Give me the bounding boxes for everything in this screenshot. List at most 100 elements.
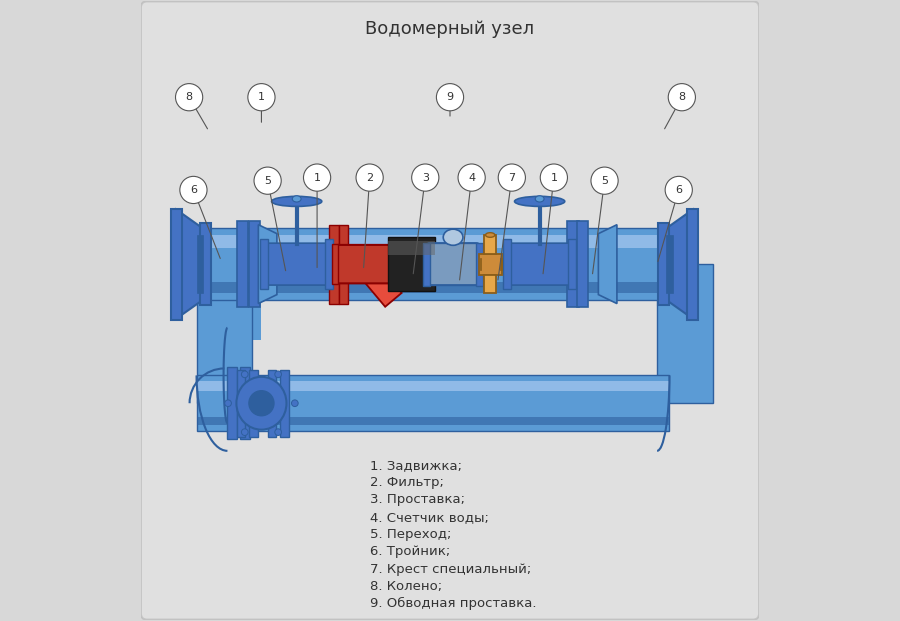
Text: 4. Счетчик воды;: 4. Счетчик воды;	[370, 511, 489, 524]
Text: 8. Колено;: 8. Колено;	[370, 580, 442, 593]
FancyBboxPatch shape	[332, 245, 338, 284]
FancyBboxPatch shape	[237, 370, 246, 437]
FancyBboxPatch shape	[509, 243, 570, 285]
Ellipse shape	[443, 229, 463, 245]
FancyBboxPatch shape	[338, 225, 348, 304]
FancyBboxPatch shape	[200, 282, 688, 293]
Circle shape	[241, 429, 248, 435]
FancyBboxPatch shape	[196, 264, 252, 403]
FancyBboxPatch shape	[479, 253, 502, 274]
FancyBboxPatch shape	[221, 300, 261, 340]
FancyBboxPatch shape	[500, 258, 502, 270]
FancyBboxPatch shape	[480, 258, 482, 270]
FancyBboxPatch shape	[577, 221, 588, 307]
Ellipse shape	[292, 196, 302, 202]
Ellipse shape	[515, 196, 564, 206]
FancyBboxPatch shape	[200, 229, 688, 300]
Text: 4: 4	[468, 173, 475, 183]
Text: 1. Задвижка;: 1. Задвижка;	[370, 459, 462, 472]
Circle shape	[591, 167, 618, 194]
Circle shape	[225, 400, 231, 407]
FancyBboxPatch shape	[388, 241, 435, 255]
Text: 6. Тройник;: 6. Тройник;	[370, 545, 450, 558]
FancyBboxPatch shape	[670, 300, 710, 340]
Text: 6: 6	[675, 185, 682, 195]
Text: 3. Проставка;: 3. Проставка;	[370, 494, 464, 507]
FancyBboxPatch shape	[280, 370, 289, 437]
Circle shape	[248, 84, 275, 111]
FancyBboxPatch shape	[267, 370, 276, 437]
Ellipse shape	[272, 196, 322, 206]
FancyBboxPatch shape	[239, 367, 249, 440]
FancyBboxPatch shape	[326, 239, 333, 289]
FancyBboxPatch shape	[196, 376, 670, 431]
Text: 1: 1	[313, 173, 320, 183]
Polygon shape	[657, 300, 670, 376]
FancyBboxPatch shape	[141, 1, 759, 620]
Ellipse shape	[485, 233, 495, 237]
Circle shape	[180, 176, 207, 204]
Text: 5: 5	[264, 176, 271, 186]
FancyBboxPatch shape	[228, 367, 238, 440]
Circle shape	[274, 429, 282, 435]
Circle shape	[254, 167, 281, 194]
Circle shape	[668, 84, 696, 111]
FancyBboxPatch shape	[568, 239, 576, 289]
FancyBboxPatch shape	[484, 274, 496, 293]
Ellipse shape	[536, 196, 544, 202]
Text: 9. Обводная проставка.: 9. Обводная проставка.	[370, 597, 536, 610]
Text: 5: 5	[601, 176, 608, 186]
Polygon shape	[666, 209, 694, 320]
Circle shape	[458, 164, 485, 191]
FancyBboxPatch shape	[196, 381, 670, 391]
FancyBboxPatch shape	[666, 235, 672, 293]
Text: 5. Переход;: 5. Переход;	[370, 528, 451, 541]
Polygon shape	[657, 300, 670, 376]
Circle shape	[241, 371, 248, 378]
Polygon shape	[598, 225, 616, 304]
Ellipse shape	[249, 391, 274, 415]
Text: 8: 8	[185, 92, 193, 102]
Text: 1: 1	[551, 173, 557, 183]
Circle shape	[499, 164, 526, 191]
FancyBboxPatch shape	[249, 370, 257, 437]
FancyBboxPatch shape	[389, 245, 395, 284]
Text: 8: 8	[679, 92, 686, 102]
Circle shape	[303, 164, 330, 191]
Text: 7: 7	[508, 173, 516, 183]
FancyBboxPatch shape	[266, 243, 327, 285]
FancyBboxPatch shape	[687, 209, 698, 320]
FancyBboxPatch shape	[196, 417, 670, 425]
Ellipse shape	[237, 377, 286, 430]
Text: 2. Фильтр;: 2. Фильтр;	[370, 476, 444, 489]
Text: 7. Крест специальный;: 7. Крест специальный;	[370, 563, 531, 576]
Polygon shape	[175, 209, 202, 320]
FancyBboxPatch shape	[423, 243, 430, 286]
FancyBboxPatch shape	[484, 235, 496, 253]
Circle shape	[176, 84, 202, 111]
Circle shape	[292, 400, 298, 407]
FancyBboxPatch shape	[476, 243, 483, 286]
Polygon shape	[196, 300, 249, 376]
FancyBboxPatch shape	[196, 235, 202, 293]
FancyBboxPatch shape	[427, 243, 480, 285]
Circle shape	[356, 164, 383, 191]
FancyBboxPatch shape	[568, 221, 579, 307]
FancyBboxPatch shape	[171, 209, 183, 320]
Circle shape	[540, 164, 568, 191]
FancyBboxPatch shape	[388, 237, 435, 291]
FancyBboxPatch shape	[503, 239, 511, 289]
Circle shape	[436, 84, 464, 111]
Polygon shape	[196, 300, 252, 376]
Circle shape	[274, 371, 282, 378]
Polygon shape	[356, 257, 401, 307]
FancyBboxPatch shape	[196, 237, 252, 431]
FancyBboxPatch shape	[200, 223, 211, 306]
FancyBboxPatch shape	[657, 264, 713, 403]
FancyBboxPatch shape	[260, 239, 268, 289]
Text: 3: 3	[422, 173, 428, 183]
Circle shape	[411, 164, 439, 191]
FancyBboxPatch shape	[200, 235, 688, 248]
Text: 1: 1	[258, 92, 265, 102]
FancyBboxPatch shape	[329, 225, 338, 304]
